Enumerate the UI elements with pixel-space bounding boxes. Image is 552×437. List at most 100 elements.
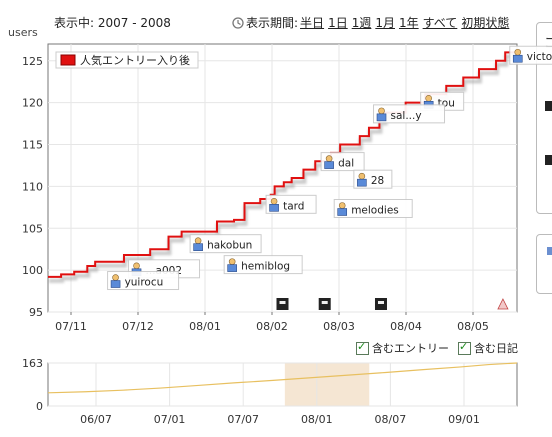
main-xtick-2: 08/01	[189, 320, 221, 333]
main-ytick-1: 100	[22, 264, 43, 277]
period-links: 半日 1日 1週 1月 1年 すべて 初期状態	[300, 14, 513, 31]
main-ytick-5: 120	[22, 97, 43, 110]
annotation-label-3: dal	[338, 158, 354, 170]
period-link-0[interactable]: 半日	[300, 16, 325, 30]
ov-ytick-1: 163	[22, 357, 43, 370]
period-link-4[interactable]: 1年	[398, 16, 419, 30]
event-icon-2[interactable]	[374, 298, 387, 310]
annotation-label-0: victok	[527, 51, 552, 63]
main-xtick-3: 08/02	[256, 320, 288, 333]
user-icon	[376, 107, 387, 122]
user-icon	[110, 274, 121, 288]
main-xtick-0: 07/11	[55, 320, 87, 333]
legend-swatch	[60, 54, 76, 66]
side-panel-lower	[536, 234, 552, 294]
annotation-label-5: tard	[283, 200, 304, 212]
event-icon-0[interactable]	[276, 298, 289, 310]
annotation-label-10: yuirocu	[125, 277, 164, 289]
period-link-2[interactable]: 1週	[351, 16, 372, 30]
y-axis-label: users	[8, 26, 38, 39]
side-panel-glyph: コ	[544, 36, 552, 52]
main-ytick-2: 105	[22, 222, 43, 235]
user-icon	[324, 155, 334, 169]
period-link-5[interactable]: すべて	[422, 16, 458, 30]
user-icon	[269, 198, 279, 212]
main-ytick-3: 110	[22, 180, 43, 193]
overview-series-line	[47, 362, 518, 394]
main-ytick-0: 95	[29, 306, 43, 319]
display-range: 表示中: 2007 - 2008	[54, 14, 171, 31]
legend-entry-0: 人気エントリー入り後	[80, 53, 190, 67]
side-thumb-3	[547, 247, 552, 255]
annotation-10[interactable]: yuirocu	[107, 271, 180, 291]
range-value: 2007 - 2008	[97, 16, 171, 30]
user-icon	[357, 172, 367, 187]
user-icon	[227, 258, 237, 272]
annotation-7[interactable]: hakobun	[189, 234, 262, 254]
annotation-box-7	[189, 234, 262, 254]
annotation-8[interactable]: hemiblog	[223, 255, 303, 275]
clock-icon	[232, 16, 244, 29]
overview-grid	[48, 362, 517, 407]
main-xtick-5: 08/04	[390, 320, 422, 333]
period-link-1[interactable]: 1日	[328, 16, 348, 30]
main-xtick-6: 08/05	[457, 320, 489, 333]
period-selector: 表示期間: 半日 1日 1週 1月 1年 すべて 初期状態	[232, 14, 513, 31]
checkbox-include-diary[interactable]: 含む日記	[458, 340, 518, 356]
ov-xtick-1: 07/01	[154, 413, 186, 426]
main-x-ticks: 07/11 07/12 08/01 08/02 08/03 08/04 08/05	[55, 312, 489, 333]
annotation-2[interactable]: sal...y	[373, 104, 446, 124]
main-ytick-4: 115	[22, 139, 43, 152]
annotation-6[interactable]: melodies	[333, 199, 413, 218]
annotation-box-8	[223, 255, 303, 275]
ov-xtick-2: 07/07	[227, 413, 259, 426]
ov-ytick-0: 0	[36, 400, 43, 413]
event-icon-3[interactable]	[497, 298, 509, 310]
checkbox-diary-box[interactable]	[458, 340, 471, 355]
user-icon	[193, 237, 203, 251]
annotation-label-7: hakobun	[207, 240, 252, 252]
overview-y-ticks: 0 163	[22, 357, 43, 413]
main-chart[interactable]: users 95 100 105 110 115 120 125 07/11 07/12 08/…	[0, 0, 552, 340]
annotation-box-2	[373, 104, 446, 124]
event-icon-1[interactable]	[318, 298, 331, 310]
side-thumb-1	[545, 101, 552, 111]
period-label: 表示期間:	[246, 16, 299, 30]
user-icon	[337, 202, 348, 216]
overview-chart[interactable]: 0 163 06/07 07/01 07/07 08/01 08/07 09/01	[0, 351, 552, 437]
main-xtick-1: 07/12	[122, 320, 154, 333]
overview-plot-area	[47, 362, 518, 407]
ov-xtick-4: 08/07	[375, 413, 407, 426]
side-thumb-2	[545, 155, 552, 165]
legend: 人気エントリー入り後	[55, 51, 199, 69]
side-panel: コ	[536, 22, 552, 214]
annotation-0[interactable]: victok	[509, 45, 552, 65]
ov-xtick-5: 09/01	[448, 413, 480, 426]
overview-selection[interactable]	[284, 363, 370, 406]
annotation-label-6: melodies	[351, 205, 399, 217]
annotation-box-6	[333, 199, 413, 218]
user-annotations: victoktousal...ydal28tardmelodieshakobun…	[107, 45, 552, 291]
annotation-label-2: sal...y	[391, 110, 422, 122]
period-link-6[interactable]: 初期状態	[461, 16, 510, 30]
event-icons	[276, 298, 509, 310]
annotation-5[interactable]: tard	[265, 194, 317, 214]
checkbox-entries-box[interactable]	[356, 340, 369, 355]
user-icon	[512, 48, 523, 63]
annotation-label-4: 28	[371, 175, 384, 187]
checkbox-include-entries[interactable]: 含むエントリー	[356, 340, 449, 356]
annotation-label-8: hemiblog	[241, 261, 290, 273]
ov-xtick-3: 08/01	[301, 413, 333, 426]
legend-box	[55, 51, 199, 69]
main-ytick-6: 125	[22, 55, 43, 68]
main-xtick-4: 08/03	[323, 320, 355, 333]
main-y-ticks: 95 100 105 110 115 120 125	[22, 55, 43, 319]
annotation-3[interactable]: dal	[320, 152, 365, 172]
range-label: 表示中:	[54, 16, 95, 30]
ov-xtick-0: 06/07	[80, 413, 112, 426]
annotation-4[interactable]: 28	[353, 169, 393, 189]
annotation-box-10	[107, 271, 180, 291]
checkbox-diary-label: 含む日記	[474, 342, 518, 355]
period-link-3[interactable]: 1月	[375, 16, 395, 30]
